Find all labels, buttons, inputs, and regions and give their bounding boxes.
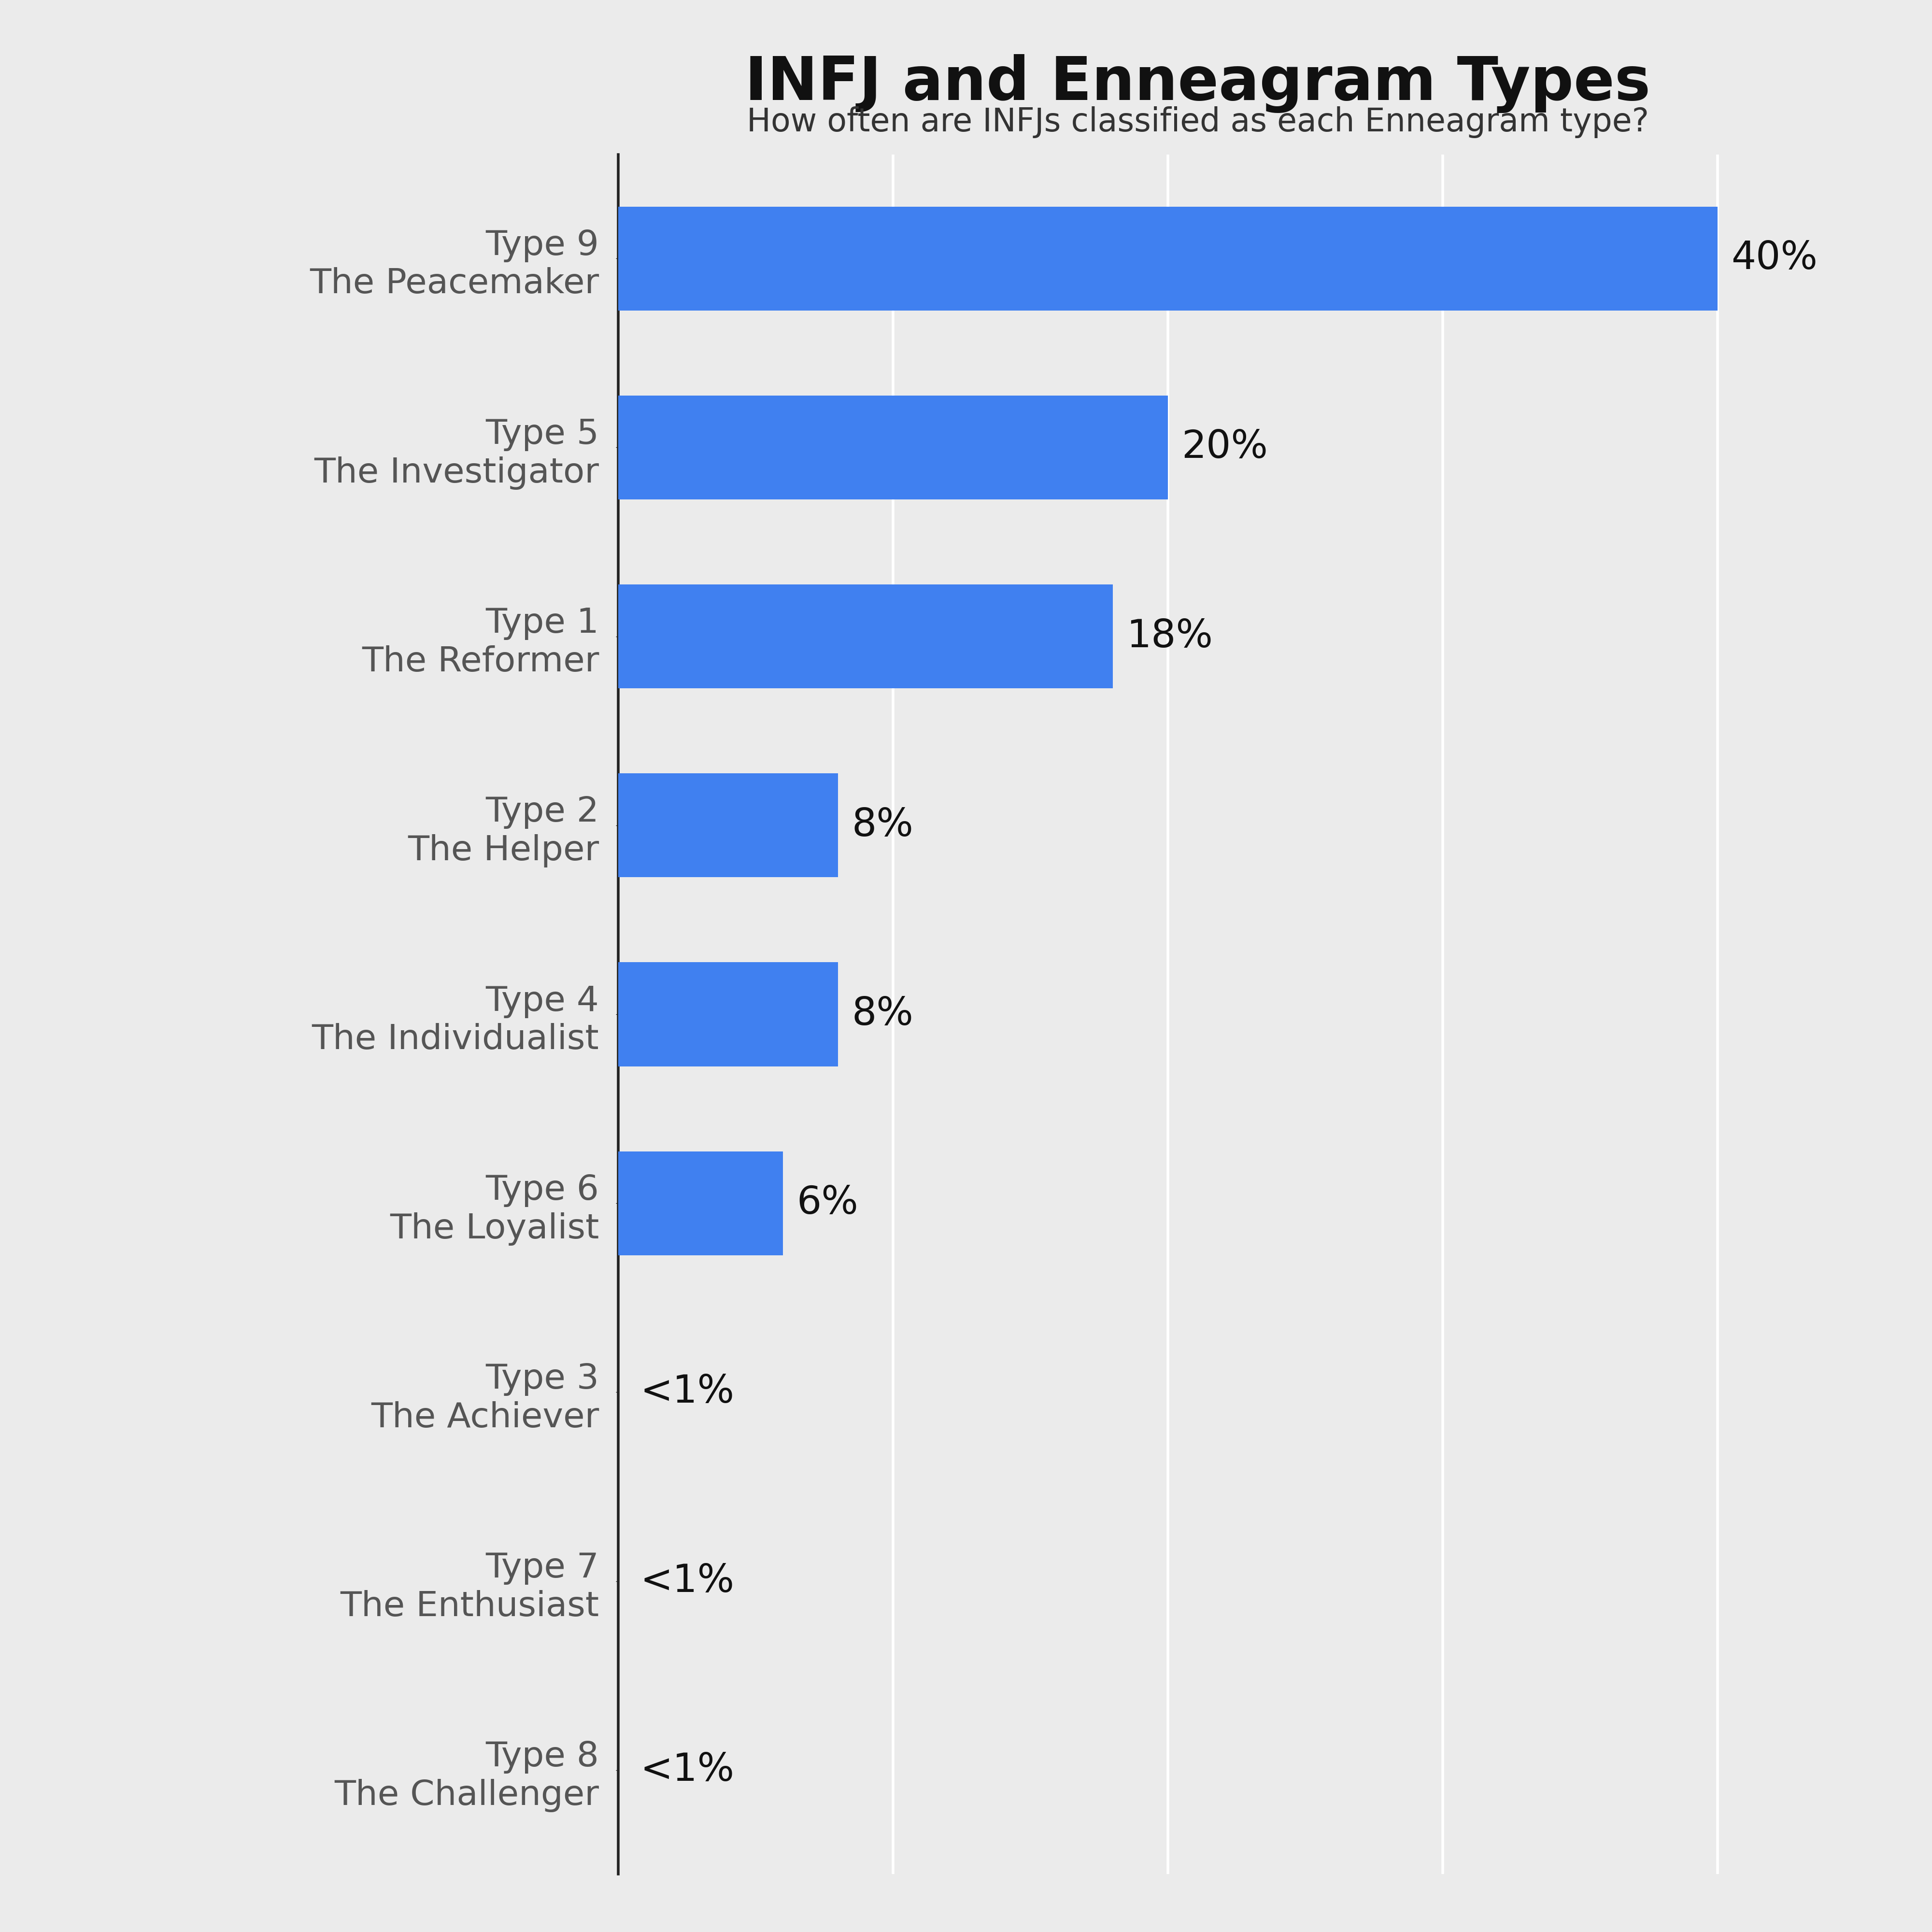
Text: 18%: 18% <box>1126 618 1213 655</box>
Text: 6%: 6% <box>796 1184 858 1223</box>
Text: How often are INFJs classified as each Enneagram type?: How often are INFJs classified as each E… <box>746 106 1650 139</box>
Text: 20%: 20% <box>1182 429 1267 466</box>
Text: 8%: 8% <box>852 806 914 844</box>
Text: <1%: <1% <box>639 1563 734 1600</box>
Text: <1%: <1% <box>639 1374 734 1410</box>
Bar <box>618 207 1718 311</box>
Bar <box>618 396 1167 498</box>
Text: INFJ and Enneagram Types: INFJ and Enneagram Types <box>746 54 1650 112</box>
Text: 40%: 40% <box>1731 240 1818 278</box>
Bar <box>618 583 1113 688</box>
Bar <box>618 1151 782 1256</box>
Bar <box>618 773 838 877</box>
Bar <box>618 962 838 1066</box>
Text: <1%: <1% <box>639 1750 734 1789</box>
Text: 8%: 8% <box>852 995 914 1034</box>
